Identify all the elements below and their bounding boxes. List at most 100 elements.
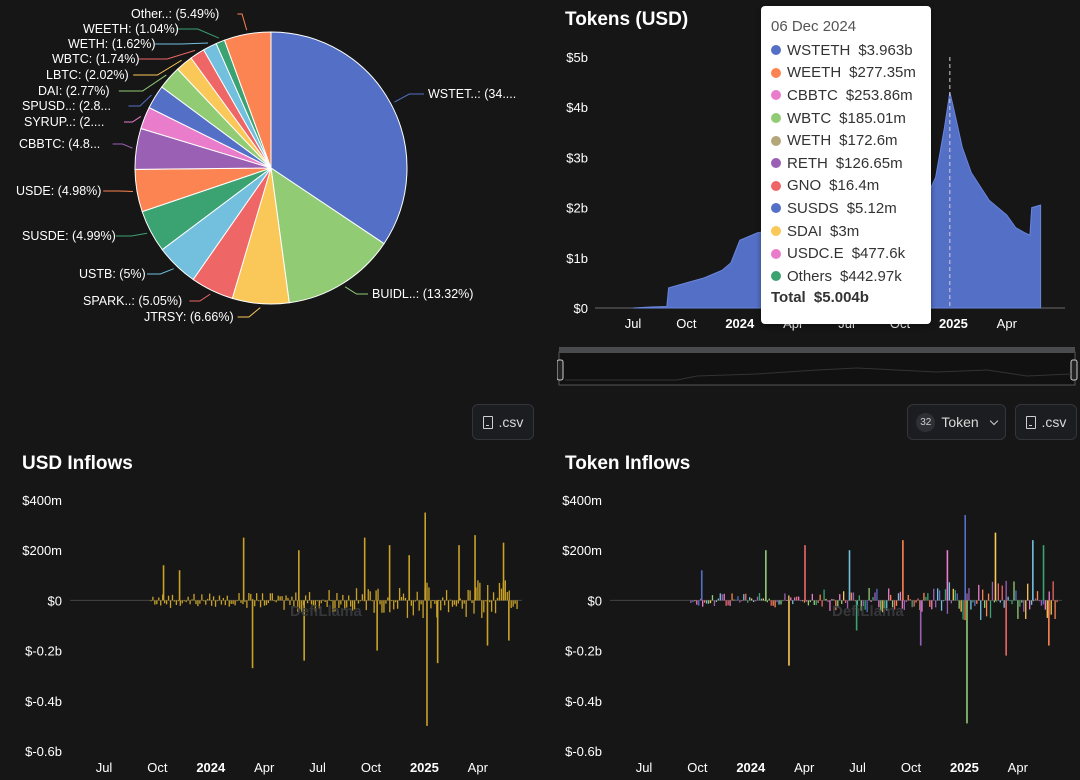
inflow-spike-bar[interactable] <box>765 550 767 601</box>
inflow-spike-bar[interactable] <box>946 550 949 601</box>
inflow-spike-bar[interactable] <box>486 600 489 646</box>
inflow-bar <box>355 588 358 601</box>
inflow-bar <box>1034 598 1037 601</box>
inflow-spike-bar[interactable] <box>388 545 391 601</box>
inflow-spike-bar[interactable] <box>1005 600 1007 656</box>
inflow-bar <box>692 600 694 603</box>
inflow-spike-bar[interactable] <box>848 550 851 601</box>
inflow-bar <box>210 600 213 606</box>
tooltip-row: WBTC $185.01m <box>771 107 931 130</box>
inflow-bar <box>884 600 886 610</box>
inflow-spike-bar[interactable] <box>1042 545 1045 601</box>
inflow-spike-bar[interactable] <box>994 532 997 601</box>
x-tick-label: Oct <box>361 760 382 775</box>
inflow-spike-bar[interactable] <box>408 555 410 601</box>
slider-top-bar[interactable] <box>559 347 1075 353</box>
inflow-spike-bar[interactable] <box>804 545 806 601</box>
inflow-bar <box>248 593 250 601</box>
inflow-bar <box>974 600 976 607</box>
inflow-spike-bar[interactable] <box>458 545 460 601</box>
y-tick-label: $200m <box>562 543 602 558</box>
inflow-bar <box>177 600 179 602</box>
pie-csv-button[interactable]: .csv <box>472 404 534 440</box>
inflow-spike-bar[interactable] <box>424 512 426 601</box>
inflow-spike-bar[interactable] <box>1048 600 1050 646</box>
inflow-spike-bar[interactable] <box>298 550 300 601</box>
inflow-bar <box>788 595 790 601</box>
inflow-bar <box>396 600 399 609</box>
inflow-bar <box>165 600 168 605</box>
time-range-slider[interactable] <box>556 346 1078 388</box>
y-tick-label: $1b <box>566 251 588 266</box>
slider-left-handle[interactable] <box>556 359 564 381</box>
inflow-spike-bar[interactable] <box>436 600 439 664</box>
tokens-csv-button[interactable]: .csv <box>1015 404 1077 440</box>
inflow-bar <box>228 600 230 607</box>
tooltip-row-label: WSTETH <box>787 41 851 59</box>
pie-label-line <box>155 42 209 45</box>
inflow-spike-bar[interactable] <box>376 600 378 651</box>
inflow-bar <box>299 600 301 610</box>
inflow-bar <box>991 581 994 601</box>
inflow-bar <box>831 598 833 601</box>
inflow-spike-bar[interactable] <box>474 535 476 601</box>
inflow-bar <box>1048 591 1050 601</box>
inflow-spike-bar[interactable] <box>242 537 245 601</box>
inflow-spike-bar[interactable] <box>700 570 703 601</box>
inflow-bar <box>224 600 226 606</box>
inflow-spike-bar[interactable] <box>855 600 858 631</box>
pie-slice-label: SPUSD..: (2.8... <box>22 99 111 113</box>
inflow-bar <box>201 594 203 601</box>
inflow-bar <box>250 593 252 601</box>
inflow-spike-bar[interactable] <box>178 570 181 601</box>
inflow-spike-bar[interactable] <box>303 600 305 661</box>
pie-slice-label: Other..: (5.49%) <box>131 7 219 21</box>
inflow-bar <box>500 588 503 601</box>
slider-track[interactable] <box>556 346 1078 388</box>
inflow-bar <box>481 600 483 618</box>
legend-dot-icon <box>771 203 781 214</box>
pie-slice[interactable] <box>270 166 385 304</box>
inflow-bar <box>516 600 518 610</box>
slider-right-handle[interactable] <box>1070 359 1078 381</box>
inflow-bar <box>799 600 802 602</box>
inflow-spike-bar[interactable] <box>508 600 510 641</box>
inflow-bar <box>778 600 780 605</box>
inflow-spike-bar[interactable] <box>502 542 505 601</box>
inflow-bar <box>725 600 727 606</box>
inflow-spike-bar[interactable] <box>919 600 922 646</box>
inflow-spike-bar[interactable] <box>902 540 904 601</box>
tooltip-row-value: $477.6k <box>851 245 906 263</box>
inflow-bar <box>770 600 772 606</box>
inflow-bar <box>1005 580 1007 601</box>
inflow-bar <box>269 593 272 601</box>
inflow-spike-bar[interactable] <box>1032 540 1034 601</box>
inflow-bar <box>220 600 223 605</box>
inflow-spike-bar[interactable] <box>251 600 254 669</box>
inflow-bar <box>747 600 749 603</box>
inflow-bar <box>389 600 391 613</box>
inflow-spike-bar[interactable] <box>426 600 428 726</box>
inflow-bar <box>982 589 984 601</box>
token-select-dropdown[interactable]: 32 Token <box>907 404 1006 440</box>
pie-slice[interactable] <box>223 31 272 169</box>
inflow-bar <box>936 588 939 601</box>
inflow-spike-bar[interactable] <box>964 515 966 601</box>
inflow-bar <box>703 600 706 603</box>
inflow-spike-bar[interactable] <box>966 600 968 724</box>
inflow-spike-bar[interactable] <box>162 565 165 601</box>
inflow-bar <box>837 600 839 608</box>
inflow-bar <box>850 592 853 601</box>
inflow-spike-bar[interactable] <box>788 600 790 666</box>
inflow-bar <box>774 600 776 608</box>
inflow-bar <box>754 600 757 602</box>
inflow-bar <box>999 600 1001 603</box>
inflow-spike-bar[interactable] <box>363 537 366 601</box>
inflow-bar <box>819 594 821 601</box>
tooltip-row: SUSDS $5.12m <box>771 197 931 220</box>
tooltip-row-value: $3m <box>830 222 860 240</box>
tooltip-row-label: RETH <box>787 154 828 172</box>
inflow-bar <box>479 582 481 601</box>
inflow-bar <box>263 600 266 606</box>
y-tick-label: $0 <box>48 593 62 608</box>
